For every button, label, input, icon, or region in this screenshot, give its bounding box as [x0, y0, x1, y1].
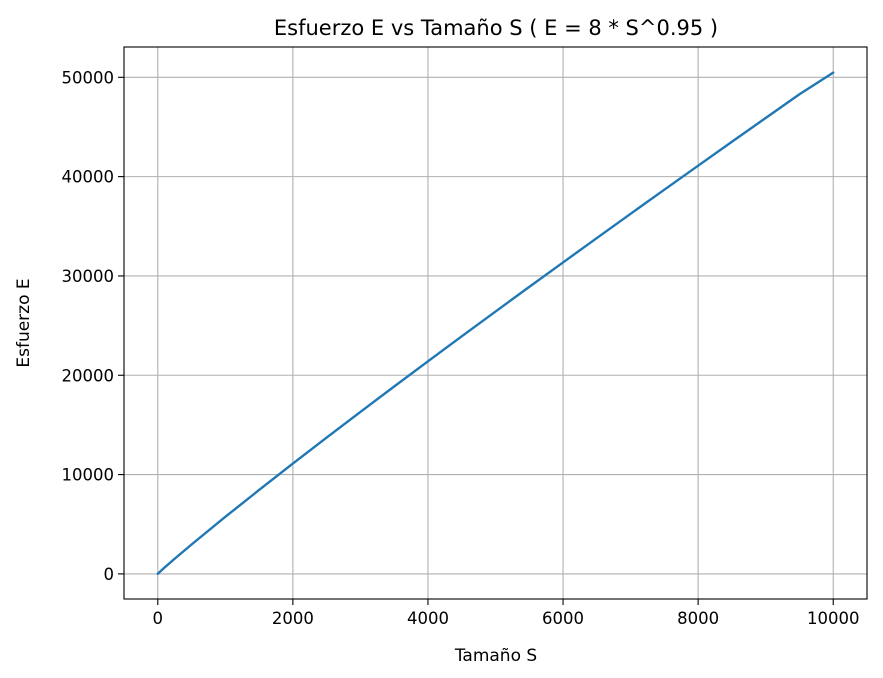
y-tick-label: 20000 — [62, 366, 115, 385]
y-tick-label: 10000 — [62, 466, 115, 485]
ticks-layer: 0 2000 4000 6000 8000 10000 0 10000 20000 30000 40… — [62, 68, 860, 628]
x-tick-label: 8000 — [677, 609, 719, 628]
y-axis-label: Esfuerzo E — [14, 278, 34, 367]
series-line — [156, 71, 835, 576]
chart-title: Esfuerzo E vs Tamaño S ( E = 8 * S^0.95 … — [274, 16, 718, 40]
x-tick-label: 0 — [153, 609, 164, 628]
x-tick-label: 4000 — [407, 609, 449, 628]
x-tick-label: 10000 — [807, 609, 860, 628]
y-tick-label: 30000 — [62, 267, 115, 286]
x-tick-label: 2000 — [272, 609, 314, 628]
x-tick-label: 6000 — [542, 609, 584, 628]
plot-frame — [123, 46, 868, 600]
y-tick-label: 50000 — [62, 68, 115, 87]
series-layer — [156, 71, 835, 576]
grid-layer — [124, 47, 867, 599]
y-tick-label: 0 — [104, 565, 115, 584]
y-tick-label: 40000 — [62, 168, 115, 187]
x-axis-label: Tamaño S — [454, 646, 537, 666]
